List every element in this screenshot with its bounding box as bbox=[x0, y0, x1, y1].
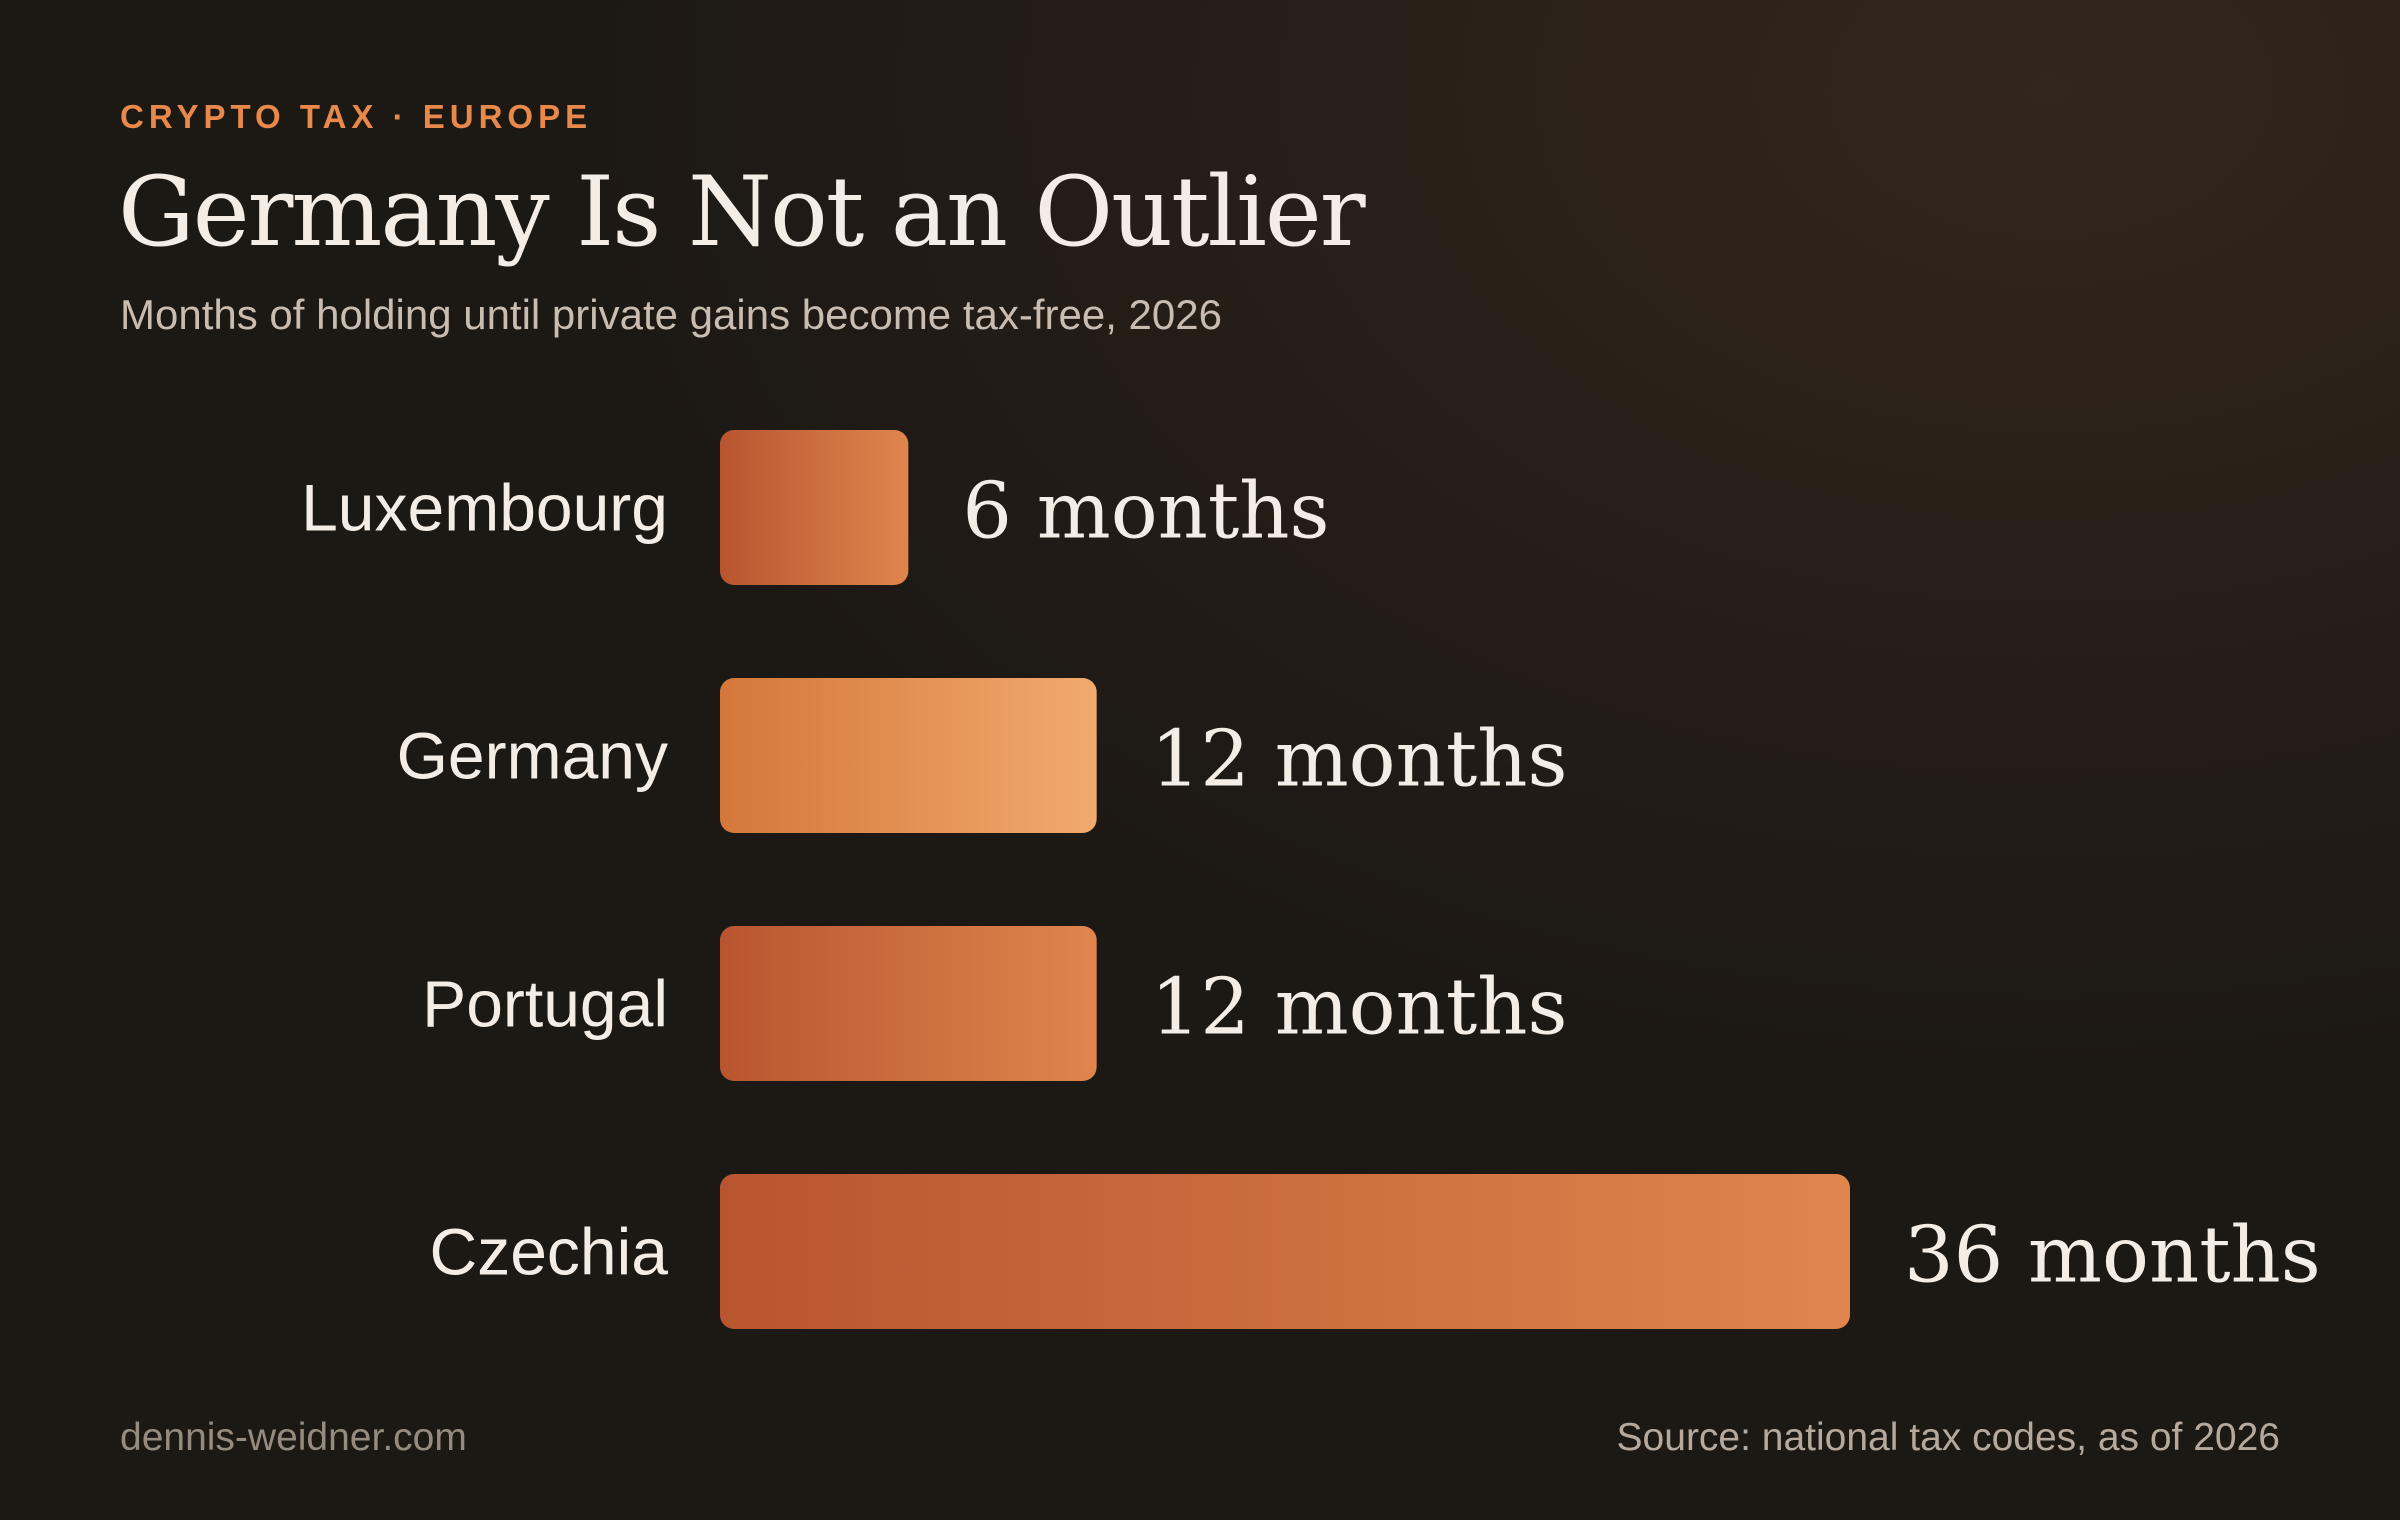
value-label-luxembourg: 6 months bbox=[962, 467, 1329, 557]
bars-group: Luxembourg 6 months Germany 12 months Portug… bbox=[301, 430, 2321, 1329]
source-note: Source: national tax codes, as of 2026 bbox=[1616, 1416, 2280, 1459]
bar-czechia bbox=[720, 1174, 1850, 1329]
value-label-czechia: 36 months bbox=[1904, 1211, 2321, 1301]
site-link[interactable]: dennis-weidner.com bbox=[120, 1416, 467, 1459]
eyebrow-label: CRYPTO TAX · EUROPE bbox=[120, 98, 593, 135]
value-label-germany: 12 months bbox=[1151, 715, 1568, 805]
value-label-portugal: 12 months bbox=[1151, 963, 1568, 1053]
category-label-czechia: Czechia bbox=[430, 1215, 669, 1289]
category-label-portugal: Portugal bbox=[422, 967, 668, 1041]
bar-luxembourg bbox=[720, 430, 909, 585]
chart-title: Germany Is Not an Outlier bbox=[118, 156, 1366, 268]
bar-germany bbox=[720, 678, 1097, 833]
category-label-luxembourg: Luxembourg bbox=[301, 471, 668, 545]
bar-portugal bbox=[720, 926, 1097, 1081]
chart-subtitle: Months of holding until private gains be… bbox=[120, 291, 1222, 338]
category-label-germany: Germany bbox=[397, 719, 668, 793]
